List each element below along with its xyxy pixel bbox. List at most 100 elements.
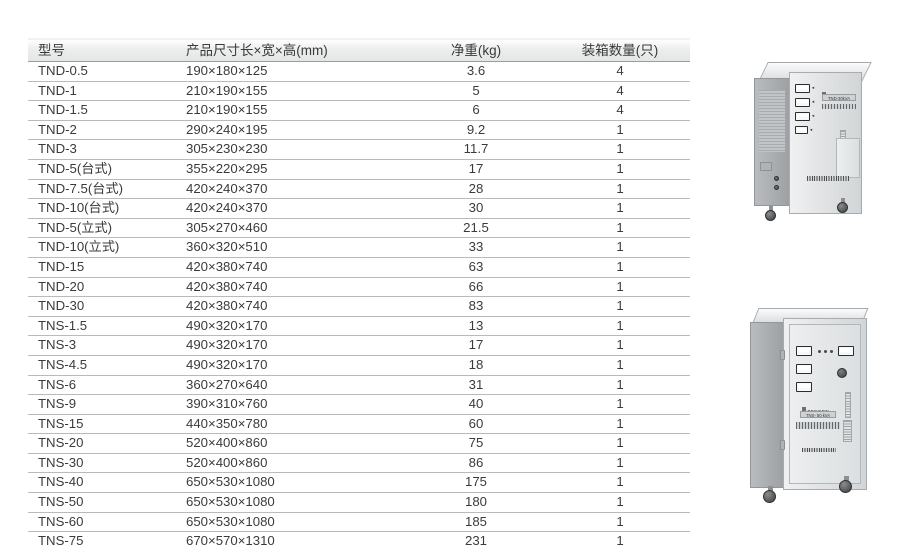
cell-qty: 1 <box>550 375 690 396</box>
cell-weight: 180 <box>402 492 550 513</box>
cell-dim: 650×530×1080 <box>172 512 402 533</box>
indicator-lamp-2 <box>824 350 827 353</box>
cell-dim: 290×240×195 <box>172 120 402 141</box>
table-header: 型号 产品尺寸长×宽×高(mm) 净重(kg) 装箱数量(只) <box>28 38 690 62</box>
cell-dim: 650×530×1080 <box>172 472 402 494</box>
column-header-net-weight: 净重(kg) <box>402 38 550 62</box>
cell-weight: 6 <box>402 100 550 121</box>
cell-weight: 83 <box>402 296 550 317</box>
cell-qty: 4 <box>550 81 690 102</box>
column-header-model: 型号 <box>28 38 172 62</box>
cell-qty: 1 <box>550 277 690 298</box>
cell-weight: 75 <box>402 433 550 454</box>
cell-dim: 390×310×760 <box>172 394 402 415</box>
meter-pointer-2: ◄ <box>811 99 815 104</box>
cell-qty: 1 <box>550 179 690 200</box>
table-row: TND-15 420×380×740 63 1 <box>28 257 690 278</box>
cell-dim: 650×530×1080 <box>172 492 402 513</box>
caster-stem-left-lower <box>768 486 773 493</box>
table-row: TNS-50 650×530×1080 180 1 <box>28 492 690 513</box>
cell-weight: 5 <box>402 81 550 102</box>
cell-weight: 66 <box>402 277 550 298</box>
side-ventilation-grille <box>759 90 785 152</box>
cell-weight: 30 <box>402 198 550 219</box>
caster-stem-right-lower <box>844 476 849 483</box>
cell-qty: 1 <box>550 335 690 356</box>
warning-label-upper <box>807 176 849 181</box>
table-row: TND-1.5 210×190×155 6 4 <box>28 100 690 121</box>
cell-dim: 420×380×740 <box>172 296 402 317</box>
cell-model: TNS-20 <box>28 433 172 454</box>
cell-model: TND-1 <box>28 81 172 102</box>
voltage-meter-3 <box>795 112 810 121</box>
cell-model: TND-5(台式) <box>28 159 172 180</box>
cell-weight: 185 <box>402 512 550 533</box>
cell-dim: 520×400×860 <box>172 453 402 474</box>
cell-dim: 305×230×230 <box>172 139 402 160</box>
cell-qty: 1 <box>550 355 690 376</box>
cell-qty: 1 <box>550 414 690 435</box>
column-header-dimensions: 产品尺寸长×宽×高(mm) <box>172 38 402 62</box>
table-row: TNS-4.5 490×320×170 18 1 <box>28 355 690 376</box>
spec-label-strip-upper <box>822 104 856 109</box>
ammeter-phase-2 <box>796 364 812 374</box>
cell-model: TNS-9 <box>28 394 172 415</box>
cell-weight: 3.6 <box>402 61 550 82</box>
cell-qty: 1 <box>550 316 690 337</box>
cell-weight: 17 <box>402 335 550 356</box>
cell-dim: 440×350×780 <box>172 414 402 435</box>
cell-weight: 31 <box>402 375 550 396</box>
product-photo-tnd-stabilizer: ◄ ◄ ◄ ◄ TENGEN TND-30kVA <box>752 58 884 248</box>
table-row: TNS-75 670×570×1310 231 1 <box>28 531 690 551</box>
cell-qty: 1 <box>550 472 690 494</box>
cell-dim: 355×220×295 <box>172 159 402 180</box>
table-header-row: 型号 产品尺寸长×宽×高(mm) 净重(kg) 装箱数量(只) <box>28 38 690 62</box>
table-row: TND-1 210×190×155 5 4 <box>28 81 690 102</box>
cell-weight: 231 <box>402 531 550 551</box>
table-row: TND-5(立式) 305×270×460 21.5 1 <box>28 218 690 239</box>
table-row: TNS-6 360×270×640 31 1 <box>28 375 690 396</box>
voltage-meter-4 <box>795 126 808 134</box>
indicator-lamp-3 <box>830 350 833 353</box>
table-body: TND-0.5 190×180×125 3.6 4 TND-1 210×190×155 5 4… <box>28 61 690 551</box>
voltage-meter-2 <box>795 98 810 107</box>
side-terminal-1 <box>774 176 779 181</box>
product-spec-table: 型号 产品尺寸长×宽×高(mm) 净重(kg) 装箱数量(只) TND-0.5 1… <box>28 38 690 551</box>
table-row: TNS-3 490×320×170 17 1 <box>28 335 690 356</box>
cell-dim: 210×190×155 <box>172 81 402 102</box>
cell-model: TND-2 <box>28 120 172 141</box>
cell-dim: 305×270×460 <box>172 218 402 239</box>
cell-dim: 190×180×125 <box>172 61 402 82</box>
cell-qty: 1 <box>550 120 690 141</box>
model-nameplate-lower: TNS- 50 kVA <box>800 411 836 418</box>
cell-dim: 490×320×170 <box>172 355 402 376</box>
cell-model: TND-7.5(台式) <box>28 179 172 200</box>
cell-weight: 60 <box>402 414 550 435</box>
cell-model: TND-20 <box>28 277 172 298</box>
table-row: TND-0.5 190×180×125 3.6 4 <box>28 61 690 82</box>
cell-weight: 9.2 <box>402 120 550 141</box>
product-photo-tns-stabilizer: TENGEN TNS- 50 kVA <box>744 300 892 532</box>
cell-weight: 21.5 <box>402 218 550 239</box>
cell-qty: 1 <box>550 433 690 454</box>
cell-model: TND-15 <box>28 257 172 278</box>
cell-model: TND-30 <box>28 296 172 317</box>
cell-model: TNS-40 <box>28 472 172 494</box>
meter-pointer-1: ◄ <box>811 85 815 90</box>
cell-model: TNS-4.5 <box>28 355 172 376</box>
cell-weight: 17 <box>402 159 550 180</box>
cell-qty: 1 <box>550 394 690 415</box>
table-row: TNS-60 650×530×1080 185 1 <box>28 512 690 533</box>
cell-model: TND-3 <box>28 139 172 160</box>
cell-model: TND-0.5 <box>28 61 172 82</box>
cell-qty: 1 <box>550 139 690 160</box>
cell-model: TNS-75 <box>28 531 172 551</box>
cell-weight: 13 <box>402 316 550 337</box>
rotary-selector-knob <box>837 368 847 378</box>
cell-dim: 490×320×170 <box>172 316 402 337</box>
cell-dim: 360×320×510 <box>172 237 402 258</box>
side-terminal-2 <box>774 185 779 190</box>
warning-label-lower <box>802 448 836 452</box>
caster-wheel-left <box>765 210 776 221</box>
